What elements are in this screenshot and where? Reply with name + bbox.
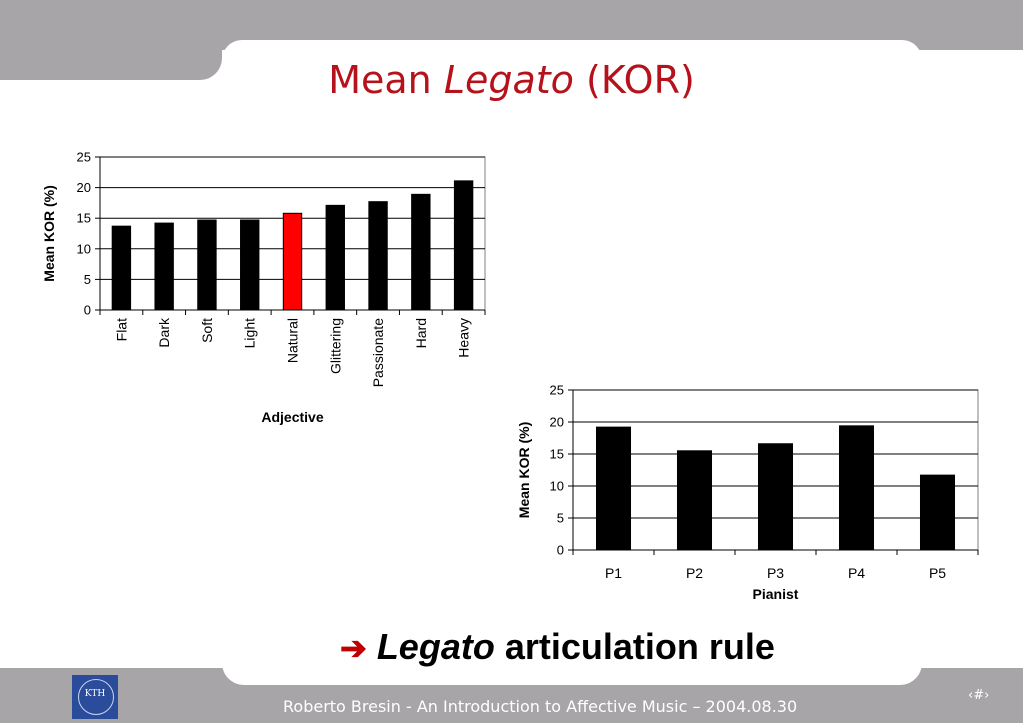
y-axis-title: Mean KOR (%): [41, 185, 57, 281]
slide-title: Mean Legato (KOR): [0, 58, 1023, 102]
y-axis-title: Mean KOR (%): [516, 422, 532, 518]
x-tick-label: P1: [605, 565, 622, 581]
title-prefix: Mean: [328, 58, 444, 102]
x-tick-label: Dark: [156, 317, 172, 348]
x-tick-label: Light: [242, 318, 258, 348]
y-tick-label: 25: [550, 383, 564, 398]
y-tick-label: 25: [77, 150, 91, 165]
y-tick-label: 10: [550, 479, 564, 494]
x-tick-label: Flat: [113, 318, 129, 341]
pianist-bar-chart: 0 5 10 15 20 25 P1 P2 P3 P4 P5 Pianist Mean KOR (%): [516, 383, 979, 602]
x-tick-label: Glittering: [327, 318, 343, 374]
logo-text: KTH: [84, 689, 106, 699]
x-tick-label: Passionate: [370, 318, 386, 387]
title-italic: Legato: [443, 58, 574, 102]
bar-light: [240, 219, 260, 311]
bar-p4: [838, 425, 875, 551]
y-tick-label: 20: [77, 180, 91, 195]
x-axis-title: Adjective: [261, 409, 323, 425]
logo-seal-ring: [78, 679, 114, 715]
kth-logo: KTH: [72, 675, 118, 719]
bar-p3: [757, 443, 794, 551]
adjective-bar-chart: 0 5 10 15 20 25 Flat Dark Soft Light Natural Glitte…: [41, 150, 486, 425]
x-tick-label: Soft: [199, 318, 215, 343]
x-axis-title: Pianist: [753, 586, 799, 602]
x-tick-label: P3: [767, 565, 784, 581]
content-panel: [0, 50, 1023, 668]
bar-glittering: [325, 204, 345, 311]
bar-p2: [676, 450, 713, 551]
bar-natural: [282, 212, 303, 311]
header-notch-decoration: [0, 40, 222, 80]
bar-hard: [411, 193, 431, 311]
rule-text: articulation rule: [494, 626, 775, 667]
y-tick-label: 15: [77, 211, 91, 226]
x-tick-label: P2: [686, 565, 703, 581]
y-tick-label: 5: [557, 511, 564, 526]
bar-p5: [919, 474, 956, 551]
y-tick-label: 20: [550, 415, 564, 430]
right-arrow-icon: ➔: [340, 630, 367, 666]
y-tick-label: 0: [84, 303, 91, 318]
bar-passionate: [368, 201, 388, 311]
x-tick-label: P5: [929, 565, 946, 581]
bar-p1: [595, 426, 632, 551]
y-tick-label: 0: [557, 543, 564, 558]
bar-dark: [154, 222, 174, 311]
y-tick-label: 10: [77, 241, 91, 256]
y-tick-label: 5: [84, 272, 91, 287]
page-number: ‹#›: [968, 688, 990, 703]
rule-italic: Legato: [376, 626, 495, 667]
x-tick-label: Hard: [413, 318, 429, 348]
y-tick-label: 15: [550, 447, 564, 462]
bar-soft: [197, 219, 217, 311]
bar-flat: [111, 225, 132, 311]
title-suffix: (KOR): [573, 58, 695, 102]
bar-heavy: [453, 180, 474, 311]
x-tick-label: Heavy: [456, 318, 472, 358]
footer-text: Roberto Bresin - An Introduction to Affe…: [283, 697, 798, 716]
x-tick-label: P4: [848, 565, 865, 581]
header-tab-decoration: [222, 40, 922, 60]
rule-caption: ➔ Legato articulation rule: [340, 626, 775, 668]
x-tick-label: Natural: [285, 318, 301, 363]
footer-tab-decoration: [222, 650, 922, 685]
